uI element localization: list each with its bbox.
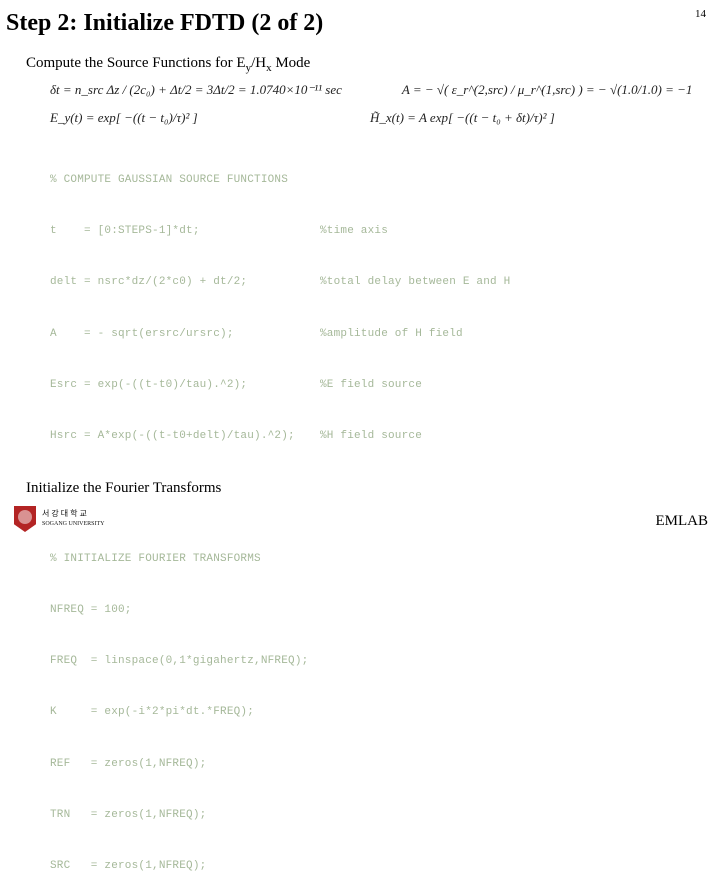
equation-row-1: δt = n_src Δz / (2c₀) + Δt/2 = 3Δt/2 = 1…: [0, 82, 720, 98]
code-line: FREQ = linspace(0,1*gigahertz,NFREQ);: [50, 653, 720, 670]
code-right: %time axis: [320, 223, 388, 240]
code-comment: % COMPUTE GAUSSIAN SOURCE FUNCTIONS: [50, 172, 720, 189]
code-line: NFREQ = 100;: [50, 602, 720, 619]
code-right: %H field source: [320, 428, 422, 445]
equation-Hx: H̃_x(t) = A exp[ −((t − t₀ + δt)/τ)² ]: [370, 110, 555, 126]
equation-delta-t: δt = n_src Δz / (2c₀) + Δt/2 = 3Δt/2 = 1…: [50, 82, 342, 98]
shield-icon: [14, 506, 36, 532]
heading-text-suffix: Mode: [272, 55, 311, 71]
code-line: REF = zeros(1,NFREQ);: [50, 756, 720, 773]
code-line: SRC = zeros(1,NFREQ);: [50, 858, 720, 875]
code-line: Esrc = exp(-((t-t0)/tau).^2);%E field so…: [50, 377, 720, 394]
logo-kr: 서 강 대 학 교: [42, 509, 87, 518]
code-left: t = [0:STEPS-1]*dt;: [50, 223, 320, 240]
heading-text: Compute the Source Functions for E: [26, 55, 246, 71]
code-line: TRN = zeros(1,NFREQ);: [50, 807, 720, 824]
code-left: delt = nsrc*dz/(2*c0) + dt/2;: [50, 274, 320, 291]
logo-text: 서 강 대 학 교 SOGANG UNIVERSITY: [42, 510, 105, 528]
code-comment: % INITIALIZE FOURIER TRANSFORMS: [50, 551, 720, 568]
source-code-block: % COMPUTE GAUSSIAN SOURCE FUNCTIONS t = …: [0, 126, 720, 462]
equation-row-2: E_y(t) = exp[ −((t − t₀)/τ)² ] H̃_x(t) =…: [0, 98, 720, 126]
page-number: 14: [695, 8, 706, 20]
equation-A: A = − √( ε_r^(2,src) / μ_r^(1,src) ) = −…: [402, 82, 693, 98]
code-left: Hsrc = A*exp(-((t-t0+delt)/tau).^2);: [50, 428, 320, 445]
code-right: %E field source: [320, 377, 422, 394]
code-right: %amplitude of H field: [320, 326, 463, 343]
code-right: %total delay between E and H: [320, 274, 510, 291]
footer: 서 강 대 학 교 SOGANG UNIVERSITY EMLAB: [0, 496, 720, 532]
code-line: Hsrc = A*exp(-((t-t0+delt)/tau).^2);%H f…: [50, 428, 720, 445]
heading-text-mid: /H: [251, 55, 266, 71]
code-line: K = exp(-i*2*pi*dt.*FREQ);: [50, 704, 720, 721]
logo-en: SOGANG UNIVERSITY: [42, 521, 105, 527]
section1-heading: Compute the Source Functions for Ey/Hx M…: [0, 37, 720, 82]
code-line: A = - sqrt(ersrc/ursrc);%amplitude of H …: [50, 326, 720, 343]
code-line: t = [0:STEPS-1]*dt;%time axis: [50, 223, 720, 240]
equation-Ey: E_y(t) = exp[ −((t − t₀)/τ)² ]: [50, 110, 310, 126]
fourier-code-block: % INITIALIZE FOURIER TRANSFORMS NFREQ = …: [0, 505, 720, 892]
slide-title: Step 2: Initialize FDTD (2 of 2): [0, 0, 720, 37]
code-left: Esrc = exp(-((t-t0)/tau).^2);: [50, 377, 320, 394]
university-logo: 서 강 대 학 교 SOGANG UNIVERSITY: [14, 506, 105, 532]
lab-label: EMLAB: [656, 513, 709, 530]
code-left: A = - sqrt(ersrc/ursrc);: [50, 326, 320, 343]
code-line: delt = nsrc*dz/(2*c0) + dt/2;%total dela…: [50, 274, 720, 291]
